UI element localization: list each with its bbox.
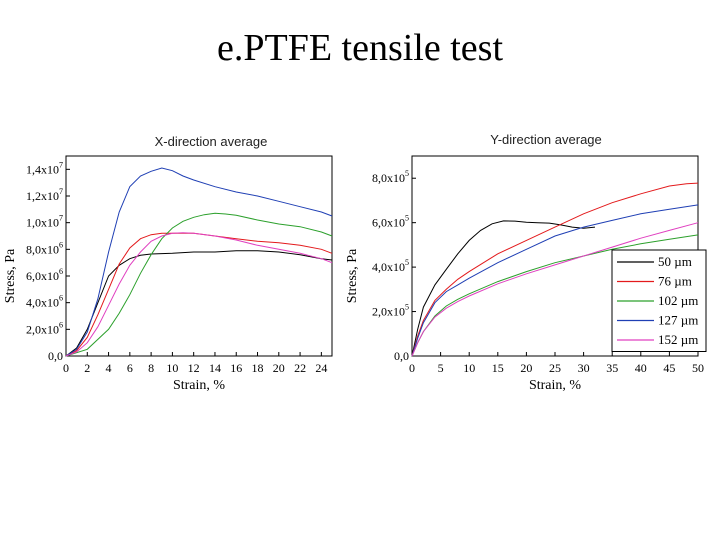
y-tick-label: 6,0x106 — [26, 267, 63, 283]
y-tick-label: 4,0x105 — [372, 258, 409, 274]
x-tick-label: 15 — [492, 361, 504, 375]
x-tick-label: 50 — [692, 361, 704, 375]
y-tick-label: 4,0x106 — [26, 294, 63, 310]
y-tick-label: 2,0x105 — [372, 303, 409, 319]
legend-entry: 102 µm — [658, 293, 698, 308]
x-tick-label: 40 — [635, 361, 647, 375]
series-line-2 — [65, 232, 333, 357]
chart-title: X-direction average — [155, 134, 268, 149]
plot-frame — [65, 155, 333, 357]
y-tick-label: 1,4x107 — [26, 160, 63, 176]
x-axis-label: Strain, % — [529, 378, 581, 393]
series-line-5 — [65, 232, 333, 357]
x-tick-label: 5 — [438, 361, 444, 375]
x-tick-label: 12 — [188, 361, 200, 375]
x-tick-label: 10 — [166, 361, 178, 375]
series-line-3 — [65, 212, 333, 357]
series-line-4 — [411, 204, 699, 357]
y-axis-label: Stress, Pa — [3, 248, 18, 303]
y-tick-label: 0,0 — [394, 349, 409, 363]
x-tick-label: 18 — [252, 361, 264, 375]
x-tick-label: 4 — [106, 361, 112, 375]
y-tick-label: 6,0x105 — [372, 214, 409, 230]
x-tick-label: 0 — [409, 361, 415, 375]
y-tick-label: 8,0x106 — [26, 240, 63, 256]
x-tick-label: 0 — [63, 361, 69, 375]
x-axis-label: Strain, % — [173, 378, 225, 393]
x-tick-label: 25 — [549, 361, 561, 375]
series-line-1 — [65, 250, 333, 357]
legend-entry: 127 µm — [658, 313, 698, 328]
x-tick-label: 22 — [294, 361, 306, 375]
legend-entry: 152 µm — [658, 332, 698, 347]
y-tick-label: 1,2x107 — [26, 187, 63, 203]
x-tick-label: 35 — [606, 361, 618, 375]
y-axis-label: Stress, Pa — [345, 248, 360, 303]
x-tick-label: 45 — [663, 361, 675, 375]
series-line-4 — [65, 167, 333, 357]
legend-entry: 76 µm — [658, 274, 692, 289]
x-tick-label: 20 — [520, 361, 532, 375]
x-tick-label: 24 — [315, 361, 327, 375]
x-tick-label: 2 — [84, 361, 90, 375]
x-tick-label: 6 — [127, 361, 133, 375]
y-chart: Y-direction average 0 5 10 15 20 25 30 35 40 45 50 0… — [345, 132, 707, 393]
legend: 50 µm 76 µm 102 µm 127 µm 152 µm — [611, 249, 707, 352]
x-tick-label: 10 — [463, 361, 475, 375]
x-tick-label: 14 — [209, 361, 221, 375]
x-tick-label: 8 — [148, 361, 154, 375]
y-tick-label: 2,0x106 — [26, 320, 63, 336]
series-line-1 — [411, 220, 596, 357]
x-tick-label: 30 — [578, 361, 590, 375]
x-tick-label: 20 — [273, 361, 285, 375]
y-tick-label: 8,0x105 — [372, 169, 409, 185]
x-tick-label: 16 — [230, 361, 242, 375]
y-tick-label: 0,0 — [48, 349, 63, 363]
y-tick-label: 1,0x107 — [26, 214, 63, 230]
series-line-2 — [411, 182, 699, 357]
slide-title: e.PTFE tensile test — [216, 27, 504, 69]
series-line-5 — [411, 222, 699, 357]
legend-entry: 50 µm — [658, 254, 692, 269]
chart-title: Y-direction average — [490, 132, 602, 147]
